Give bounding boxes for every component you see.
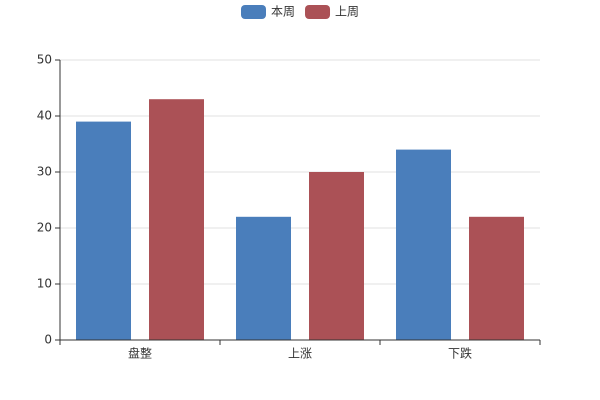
- bar: [149, 99, 204, 340]
- legend-label: 上周: [335, 5, 359, 19]
- y-tick-label: 20: [37, 221, 52, 235]
- y-tick-label: 30: [37, 165, 52, 179]
- x-tick-label: 盘整: [128, 346, 152, 361]
- x-tick-label: 上涨: [288, 346, 312, 361]
- bar: [236, 216, 291, 340]
- legend-swatch: [241, 5, 266, 19]
- legend-label: 本周: [271, 5, 295, 19]
- legend-swatch: [305, 5, 331, 19]
- y-tick-label: 40: [37, 109, 52, 123]
- bar: [76, 121, 131, 340]
- y-tick-label: 10: [37, 277, 52, 291]
- x-tick-label: 下跌: [448, 346, 472, 361]
- bar: [396, 149, 451, 340]
- y-tick-label: 0: [44, 333, 52, 347]
- bar: [309, 172, 364, 340]
- y-tick-label: 50: [37, 53, 52, 67]
- bar: [469, 216, 524, 340]
